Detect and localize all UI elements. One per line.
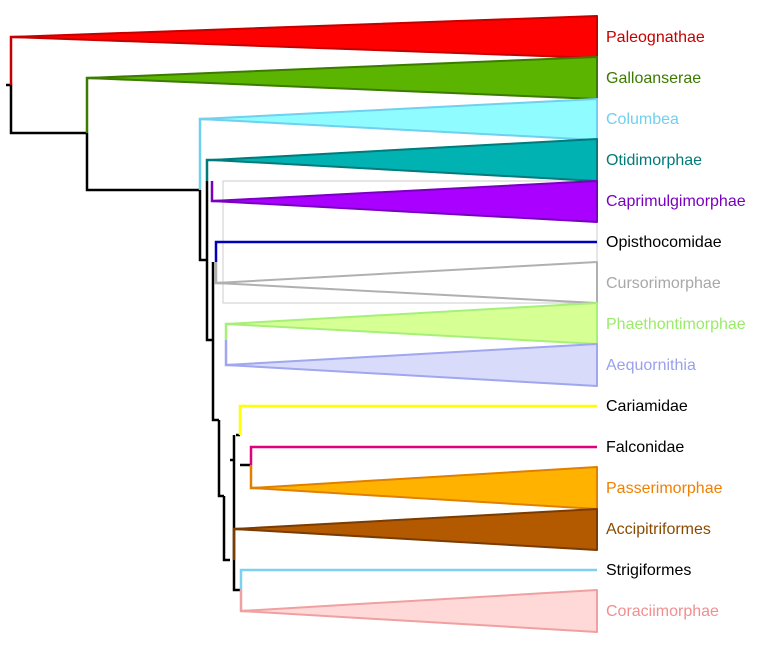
taxon-label-falconidae: Falconidae [606, 439, 684, 456]
collapsed-clade-cursorimorphae [215, 261, 598, 304]
branch-opisthocomidae [214, 240, 597, 262]
taxon-label-opisthocomidae: Opisthocomidae [606, 234, 722, 251]
collapsed-clade-phaethontimorphae [225, 302, 598, 345]
branch-falconidae [249, 445, 597, 465]
collapsed-clade-columbea [199, 98, 598, 141]
branch-coraciimorphae [239, 590, 250, 613]
branch-strigiformes [239, 568, 597, 590]
branch-accipitriformes [232, 527, 270, 560]
branch-caprimulgimorphae [210, 181, 240, 203]
branch-otidimorphae [205, 158, 240, 181]
taxon-label-cursorimorphae: Cursorimorphae [606, 275, 721, 292]
taxon-label-cariamidae: Cariamidae [606, 398, 688, 415]
collapsed-clade-aequornithia [225, 343, 598, 387]
branch-columbea [198, 117, 290, 190]
branch-passerimorphae [249, 465, 290, 490]
taxon-label-galloanserae: Galloanserae [606, 70, 701, 87]
taxon-label-strigiformes: Strigiformes [606, 562, 691, 579]
backbone-branches [6, 83, 251, 592]
collapsed-clade-caprimulgimorphae [211, 180, 598, 223]
collapsed-clade-coraciimorphae [240, 589, 598, 633]
collapsed-clade-galloanserae [86, 56, 598, 100]
taxon-label-otidimorphae: Otidimorphae [606, 152, 702, 169]
taxon-label-accipitriformes: Accipitriformes [606, 521, 711, 538]
branch-cariamidae [238, 404, 597, 435]
taxon-label-phaethontimorphae: Phaethontimorphae [606, 316, 746, 333]
branch-aequornithia [224, 340, 260, 367]
taxon-label-passerimorphae: Passerimorphae [606, 480, 723, 497]
collapsed-clade-passerimorphae [250, 466, 598, 510]
taxon-label-paleognathae: Paleognathae [606, 29, 705, 46]
taxon-label-columbea: Columbea [606, 111, 679, 128]
collapsed-clade-paleognathae [10, 15, 598, 59]
taxon-label-coraciimorphae: Coraciimorphae [606, 603, 719, 620]
taxon-label-caprimulgimorphae: Caprimulgimorphae [606, 193, 746, 210]
taxon-label-aequornithia: Aequornithia [606, 357, 696, 374]
collapsed-clade-otidimorphae [211, 138, 598, 182]
branch-cursorimorphae [214, 262, 250, 285]
collapsed-clade-accipitriformes [233, 508, 598, 551]
